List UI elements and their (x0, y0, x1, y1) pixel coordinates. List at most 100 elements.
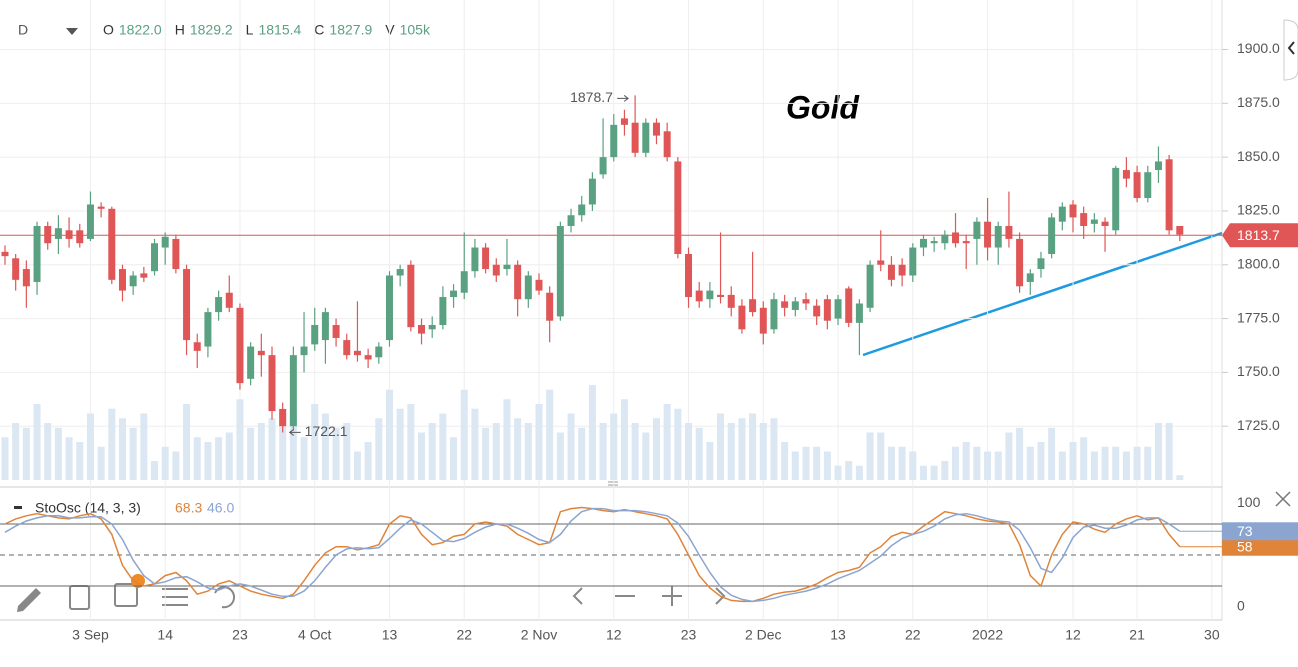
candle-body (1037, 258, 1045, 270)
candle-body (1144, 172, 1152, 199)
candle-body (898, 264, 906, 276)
candle-body (492, 264, 500, 276)
volume-bar (546, 389, 554, 480)
candle-body (247, 346, 255, 379)
volume-bar (44, 423, 52, 480)
candle-body (556, 226, 564, 317)
candle-body (343, 340, 351, 356)
volume-bar (247, 427, 255, 480)
ohlcv-value: 105k (400, 22, 431, 38)
volume-bar (428, 423, 436, 480)
volume-bar (353, 451, 361, 480)
min-annotation: 1722.1 (305, 423, 348, 439)
volume-bar (482, 427, 490, 480)
candle-body (460, 271, 468, 293)
undo-tool[interactable] (214, 586, 236, 609)
candle-body (994, 226, 1002, 248)
side-tab-arrow[interactable] (1287, 41, 1295, 55)
volume-bar (439, 413, 447, 480)
volume-bar (418, 432, 426, 480)
volume-bar (300, 437, 308, 480)
volume-bar (588, 385, 596, 480)
volume-bar (952, 446, 960, 480)
volume-bar (1176, 475, 1184, 480)
candle-body (567, 215, 575, 227)
volume-bar (332, 427, 340, 480)
resize-handle[interactable] (608, 481, 618, 486)
x-tick-label: 22 (905, 627, 921, 643)
y-tick-label: 1725.0 (1237, 417, 1280, 433)
volume-bar (151, 461, 159, 480)
volume-bar (738, 418, 746, 480)
candle-body (439, 297, 447, 326)
volume-bar (898, 446, 906, 480)
x-tick-label: 13 (830, 627, 846, 643)
candle-body (118, 269, 126, 291)
candle-body (215, 297, 223, 313)
volume-bar (620, 399, 628, 480)
candle-body (952, 232, 960, 244)
candle-body (610, 124, 618, 158)
candle-body (695, 290, 703, 302)
volume-bar (225, 432, 233, 480)
volume-bar (535, 404, 543, 480)
candle-body (172, 238, 180, 270)
volume-bar (22, 427, 30, 480)
candle-body (749, 299, 757, 313)
candle-body (1058, 206, 1066, 222)
indicator-icon[interactable] (14, 506, 22, 509)
candle-body (514, 264, 522, 300)
volume-bar (1048, 427, 1056, 480)
candle-body (418, 325, 426, 334)
candle-body (332, 325, 340, 338)
candle-body (813, 305, 821, 317)
draw-tool[interactable] (17, 588, 41, 612)
candle-body (909, 247, 917, 276)
volume-bar (321, 413, 329, 480)
ohlcv-key: O (103, 22, 114, 38)
volume-bar (823, 451, 831, 480)
x-tick-label: 30 (1204, 627, 1220, 643)
last-price-label: 1813.7 (1237, 227, 1280, 243)
candle-body (204, 312, 212, 347)
candle-body (385, 275, 393, 341)
dropdown-arrow[interactable] (66, 28, 78, 35)
indicator-name: StoOsc (14, 3, 3) (35, 500, 141, 516)
close-indicator[interactable] (1275, 491, 1291, 507)
max-annotation: 1878.7 (570, 89, 613, 105)
candle-body (76, 230, 84, 244)
candle-body (791, 301, 799, 310)
volume-bar (727, 423, 735, 480)
volume-bar (984, 451, 992, 480)
settings-tool[interactable] (162, 588, 188, 606)
volume-bar (749, 413, 757, 480)
candle-body (834, 299, 842, 319)
candle-body (1005, 226, 1013, 239)
volume-bar (129, 427, 137, 480)
candle-body (193, 342, 201, 351)
candle-body (503, 264, 511, 270)
volume-bar (54, 427, 62, 480)
candle-body (225, 292, 233, 308)
ohlcv-key: H (175, 22, 185, 38)
volume-bar (791, 451, 799, 480)
candle-body (1069, 204, 1077, 218)
volume-bar (610, 413, 618, 480)
candle-body (663, 131, 671, 158)
volume-bar (524, 423, 532, 480)
candle-body (482, 247, 490, 270)
volume-bar (962, 442, 970, 480)
stoch-last-label: 73 (1237, 523, 1253, 539)
interval[interactable]: D (18, 22, 28, 38)
x-tick-label: 4 Oct (298, 627, 332, 643)
candle-body (738, 305, 746, 330)
y-tick-label: 0 (1237, 597, 1245, 613)
trend-line[interactable] (862, 231, 1223, 357)
zoom-controls[interactable] (572, 586, 726, 606)
volume-bar (652, 418, 660, 480)
candle-body (375, 346, 383, 358)
add-tool[interactable] (114, 583, 138, 607)
x-tick-label: 12 (606, 627, 622, 643)
candle-body (1122, 170, 1130, 179)
